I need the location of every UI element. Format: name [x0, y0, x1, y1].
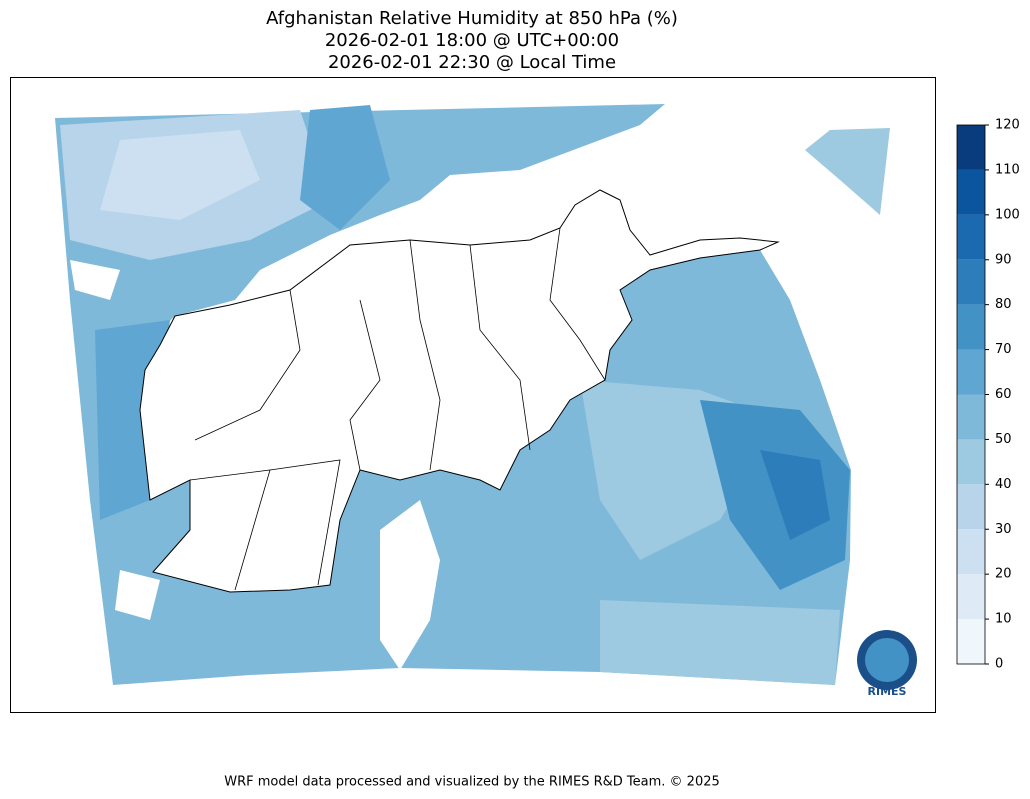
logo-emblem [865, 638, 909, 682]
colorbar-tick-label: 110 [995, 162, 1020, 177]
colorbar-tick-label: 60 [995, 387, 1012, 402]
colorbar-tick-label: 100 [995, 207, 1020, 222]
humidity-field [300, 105, 390, 230]
colorbar-band [957, 619, 985, 664]
colorbar-tick-label: 80 [995, 297, 1012, 312]
colorbar-band [957, 484, 985, 530]
title-line: Afghanistan Relative Humidity at 850 hPa… [266, 8, 678, 29]
colorbar-band [957, 259, 985, 305]
colorbar-band [957, 529, 985, 575]
colorbar-band [957, 169, 985, 215]
footer: WRF model data processed and visualized … [224, 775, 720, 790]
colorbar-band [957, 394, 985, 440]
colorbar-band [957, 574, 985, 620]
province-border [189, 227, 606, 591]
colorbar-band [957, 439, 985, 485]
humidity-field [100, 130, 260, 220]
title-line: 2026-02-01 18:00 @ UTC+00:00 [325, 30, 619, 51]
colorbar-tick-label: 50 [995, 432, 1012, 447]
colorbar-band [957, 349, 985, 395]
colorbar-tick-label: 40 [995, 477, 1012, 492]
colorbar-tick-label: 10 [995, 612, 1012, 627]
logo-text: RIMES [868, 685, 907, 698]
map: RIMES [10, 77, 936, 713]
colorbar-tick-label: 120 [995, 118, 1020, 133]
title-line: 2026-02-01 22:30 @ Local Time [328, 52, 616, 73]
humidity-field [600, 600, 840, 685]
missing-data [70, 260, 440, 670]
colorbar-tick-label: 30 [995, 522, 1012, 537]
colorbar-tick-label: 0 [995, 657, 1003, 672]
colorbar-tick-label: 70 [995, 342, 1012, 357]
colorbar-tick-label: 20 [995, 567, 1012, 582]
colorbar: 0 10 20 30 40 50 60 70 80 90 100 110 120 [956, 118, 1020, 672]
colorbar-band [957, 125, 985, 170]
colorbar-tick-label: 90 [995, 252, 1012, 267]
colorbar-band [957, 304, 985, 350]
humidity-field [805, 128, 890, 215]
humidity-field [760, 450, 830, 540]
logo: RIMES [857, 630, 917, 698]
colorbar-band [957, 214, 985, 260]
